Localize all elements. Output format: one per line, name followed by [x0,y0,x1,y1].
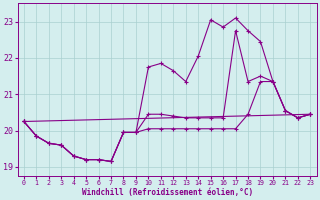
X-axis label: Windchill (Refroidissement éolien,°C): Windchill (Refroidissement éolien,°C) [82,188,253,197]
